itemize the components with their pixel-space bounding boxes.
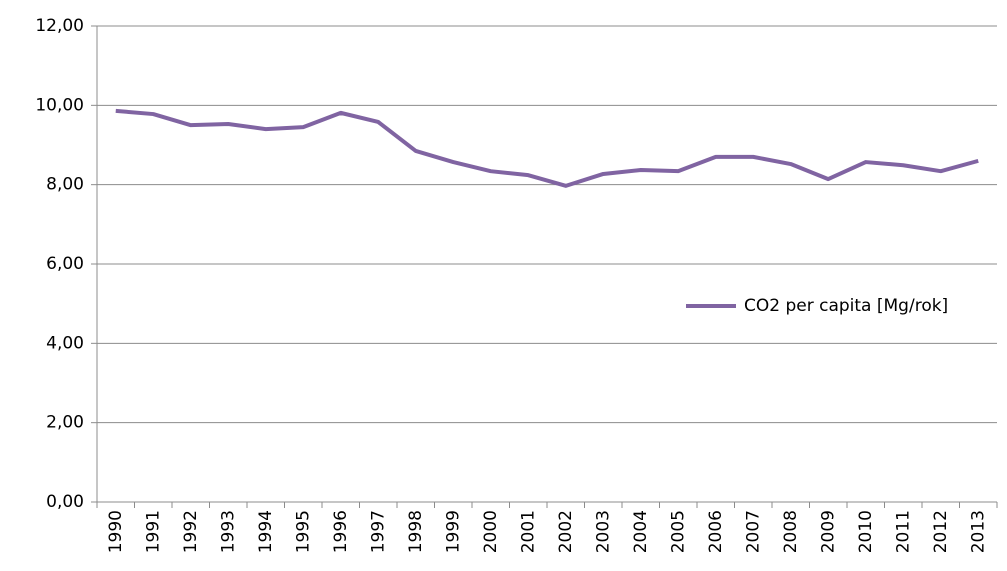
x-tick-label: 1995 <box>293 510 313 553</box>
data-line <box>115 108 979 188</box>
x-tick-label: 1990 <box>106 510 126 553</box>
x-tick-label: 1998 <box>406 510 426 553</box>
y-tick-label: 12,00 <box>35 16 84 36</box>
x-tick-label: 2005 <box>668 510 688 553</box>
y-tick-label: 6,00 <box>46 254 84 274</box>
x-tick-label: 2008 <box>781 510 801 553</box>
y-tick-label: 4,00 <box>46 333 84 353</box>
x-tick-label: 1994 <box>256 510 276 553</box>
x-tick-label: 1993 <box>218 510 238 553</box>
y-tick-label: 2,00 <box>46 413 84 433</box>
x-tick-label: 2011 <box>893 510 913 553</box>
x-tick-label: 2000 <box>481 510 501 553</box>
x-tick-label: 1992 <box>181 510 201 553</box>
legend-label: CO2 per capita [Mg/rok] <box>744 296 948 316</box>
x-tick-label: 2001 <box>518 510 538 553</box>
x-tick-label: 2007 <box>743 510 763 553</box>
x-tick-label: 1999 <box>443 510 463 553</box>
x-tick-label: 2003 <box>593 510 613 553</box>
y-tick-label: 8,00 <box>46 175 84 195</box>
x-tick-label: 2009 <box>818 510 838 553</box>
x-tick-label: 2004 <box>631 510 651 553</box>
x-tick-label: 1997 <box>368 510 388 553</box>
x-tick-label: 1996 <box>331 510 351 553</box>
x-tick-label: 2012 <box>931 510 951 553</box>
x-tick-label: 2010 <box>856 510 876 553</box>
x-tick-label: 2002 <box>556 510 576 553</box>
y-tick-label: 10,00 <box>35 95 84 115</box>
x-tick-label: 2006 <box>706 510 726 553</box>
y-tick-label: 0,00 <box>46 492 84 512</box>
x-tick-label: 2013 <box>968 510 988 553</box>
x-tick-label: 1991 <box>143 510 163 553</box>
